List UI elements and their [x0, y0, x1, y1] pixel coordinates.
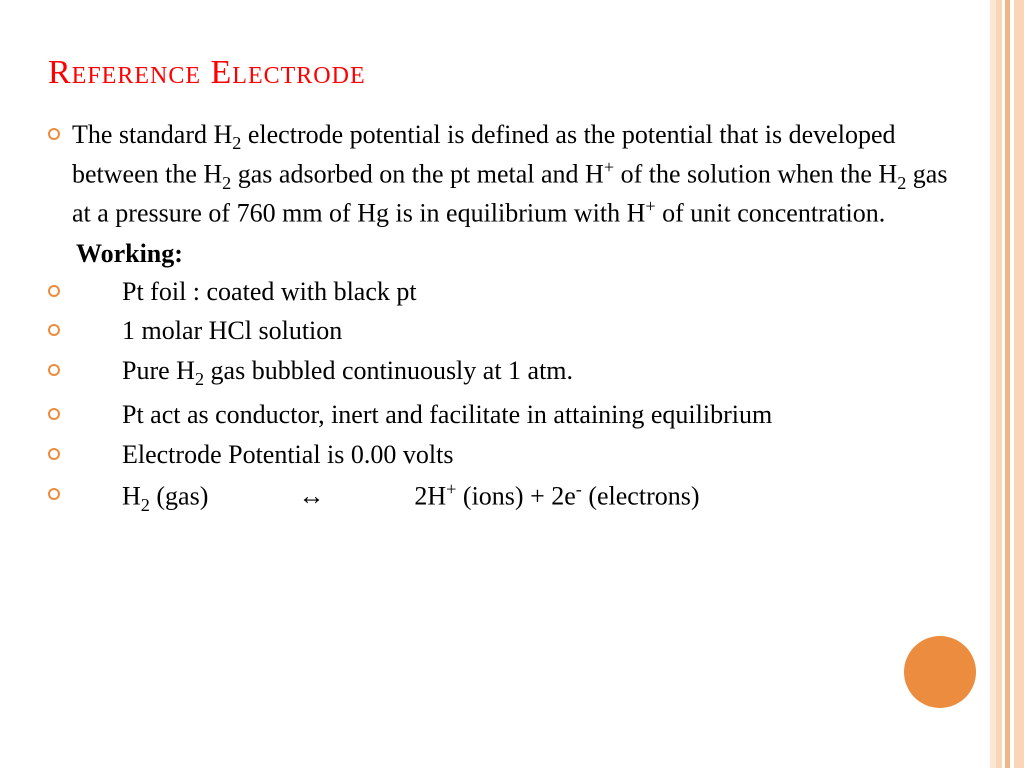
- decor-circle-icon: [904, 636, 976, 708]
- decor-stripe-left: [990, 0, 996, 768]
- list-item: Pt foil : coated with black pt: [48, 275, 968, 309]
- slide-title: Reference Electrode: [48, 54, 968, 92]
- item-text: Pt foil : coated with black pt: [72, 275, 968, 309]
- t: gas adsorbed on the pt metal and H: [231, 160, 604, 189]
- t: (ions) + 2e: [456, 481, 575, 510]
- t: Pt act as conductor, inert and facilitat…: [122, 400, 772, 429]
- list-item: Electrode Potential is 0.00 volts: [48, 438, 968, 472]
- bullet-icon: [48, 324, 60, 336]
- sub: 2: [897, 173, 906, 193]
- t: 2H: [414, 481, 446, 510]
- list-item: H2 (gas)↔2H+ (ions) + 2e- (electrons): [48, 478, 968, 518]
- intro-paragraph: The standard H2 electrode potential is d…: [48, 118, 968, 231]
- list-item: 1 molar HCl solution: [48, 314, 968, 348]
- decor-stripe-inner: [1005, 0, 1010, 768]
- bullet-icon: [48, 285, 60, 297]
- bullet-icon: [48, 408, 60, 420]
- sup: +: [604, 157, 614, 177]
- list-item: Pure H2 gas bubbled continuously at 1 at…: [48, 354, 968, 392]
- bullet-icon: [48, 128, 60, 140]
- slide-body: The standard H2 electrode potential is d…: [48, 118, 968, 517]
- t: Pure H: [122, 356, 195, 385]
- t: Pt foil : coated with black pt: [72, 275, 417, 309]
- item-text: 1 molar HCl solution: [72, 314, 968, 348]
- bullet-icon: [48, 364, 60, 376]
- sub: 2: [195, 369, 204, 389]
- working-heading: Working:: [76, 237, 968, 271]
- item-text: H2 (gas)↔2H+ (ions) + 2e- (electrons): [72, 478, 968, 518]
- t: H: [122, 481, 141, 510]
- list-item: Pt act as conductor, inert and facilitat…: [48, 398, 968, 432]
- bullet-icon: [48, 488, 60, 500]
- t: of unit concentration.: [656, 199, 886, 228]
- t: of the solution when the H: [614, 160, 897, 189]
- sup: +: [645, 196, 655, 216]
- slide-content: Reference Electrode The standard H2 elec…: [48, 54, 968, 523]
- sub: 2: [141, 494, 150, 514]
- item-text: Electrode Potential is 0.00 volts: [72, 438, 968, 472]
- intro-text: The standard H2 electrode potential is d…: [72, 118, 968, 231]
- arrow-icon: ↔: [298, 481, 324, 510]
- t: (gas): [150, 481, 208, 510]
- t: The standard H: [72, 120, 232, 149]
- item-text: Pure H2 gas bubbled continuously at 1 at…: [72, 354, 968, 392]
- sup: +: [446, 479, 456, 499]
- sub: 2: [222, 173, 231, 193]
- t: gas bubbled continuously at 1 atm.: [204, 356, 573, 385]
- t: 1 molar HCl solution: [72, 314, 342, 348]
- t: Electrode Potential is 0.00 volts: [72, 438, 453, 472]
- t: (electrons): [582, 481, 700, 510]
- sub: 2: [232, 133, 241, 153]
- item-text: Pt act as conductor, inert and facilitat…: [72, 398, 968, 432]
- bullet-icon: [48, 448, 60, 460]
